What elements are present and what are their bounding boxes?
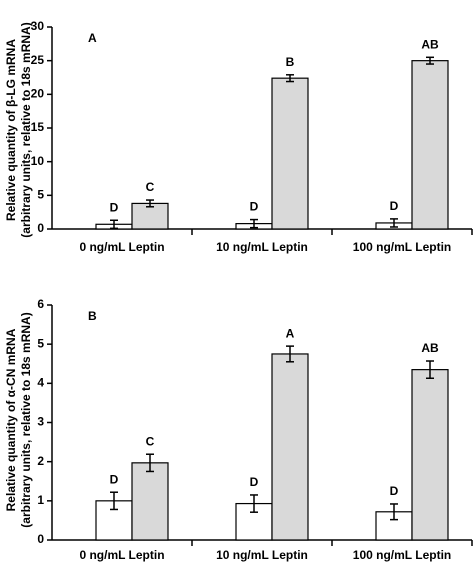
error-bar [286, 74, 294, 83]
y-tick-label: 20 [31, 87, 45, 101]
y-tick-label: 6 [37, 297, 44, 311]
error-bar [390, 218, 398, 228]
significance-letter: D [110, 472, 119, 486]
bar [411, 369, 449, 541]
error-bar [110, 219, 118, 230]
significance-letter: D [250, 200, 259, 214]
significance-letter: D [390, 199, 399, 213]
error-bar [146, 199, 154, 208]
panel-label: B [88, 309, 97, 323]
y-axis-subtitle: (arbitrary units, relative to 18s mRNA) [19, 312, 33, 527]
y-tick-label: 25 [31, 53, 45, 67]
significance-letter: D [390, 484, 399, 498]
panel-label: A [88, 31, 97, 45]
significance-letter: C [146, 434, 155, 448]
y-tick-label: 1 [37, 493, 44, 507]
y-tick-label: 0 [37, 221, 44, 235]
error-bar [390, 503, 398, 521]
error-bar [146, 453, 154, 473]
error-bar [286, 345, 294, 363]
x-tick-label: 0 ng/mL Leptin [79, 548, 164, 562]
y-axis-title: Relative quantity of β-LG mRNA [4, 39, 18, 221]
error-bar [426, 360, 434, 379]
bar [271, 353, 309, 541]
bar [411, 60, 449, 230]
x-tick-label: 0 ng/mL Leptin [79, 240, 164, 254]
y-tick-label: 0 [37, 532, 44, 546]
y-tick-label: 3 [37, 415, 44, 429]
significance-letter: B [286, 55, 295, 69]
y-tick-label: 5 [37, 336, 44, 350]
y-tick-label: 15 [31, 120, 45, 134]
y-tick-label: 2 [37, 454, 44, 468]
y-tick-label: 5 [37, 188, 44, 202]
error-bar [110, 491, 118, 511]
y-tick-label: 10 [31, 154, 45, 168]
x-tick-label: 10 ng/mL Leptin [216, 240, 308, 254]
bar [271, 77, 309, 230]
error-bar [250, 218, 258, 229]
significance-letter: A [286, 326, 295, 340]
significance-letter: D [110, 200, 119, 214]
y-axis-subtitle: (arbitrary units, relative to 18s mRNA) [19, 22, 33, 237]
significance-letter: AB [421, 37, 439, 51]
x-tick-label: 10 ng/mL Leptin [216, 548, 308, 562]
significance-letter: C [146, 180, 155, 194]
bar [131, 462, 169, 541]
error-bar [426, 56, 434, 65]
y-tick-label: 30 [31, 19, 45, 33]
x-tick-label: 100 ng/mL Leptin [353, 548, 451, 562]
significance-letter: AB [421, 341, 439, 355]
error-bar [250, 494, 258, 513]
x-tick-label: 100 ng/mL Leptin [353, 240, 451, 254]
y-axis-title: Relative quantity of α-CN mRNA [4, 328, 18, 511]
y-tick-label: 4 [37, 376, 44, 390]
significance-letter: D [250, 475, 259, 489]
